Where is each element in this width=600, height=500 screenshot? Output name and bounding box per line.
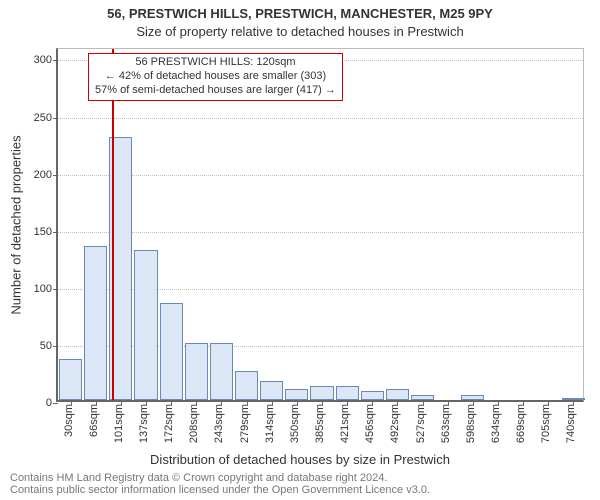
histogram-bar: [210, 343, 233, 400]
xtick-label: 172sqm: [163, 404, 175, 443]
info-box-line2: ← 42% of detached houses are smaller (30…: [95, 70, 336, 84]
histogram-bar: [386, 389, 409, 400]
ytick-label: 50: [40, 340, 52, 352]
chart-title-line2: Size of property relative to detached ho…: [0, 24, 600, 39]
ytick-label: 150: [34, 226, 52, 238]
histogram-bar: [160, 303, 183, 400]
histogram-bar: [59, 359, 82, 400]
histogram-bar: [235, 371, 258, 400]
ytick-mark: [53, 175, 58, 176]
ytick-label: 250: [34, 112, 52, 124]
gridline-h: [58, 175, 583, 176]
xtick-label: 137sqm: [138, 404, 150, 443]
info-box: 56 PRESTWICH HILLS: 120sqm ← 42% of deta…: [88, 53, 343, 101]
xtick-label: 208sqm: [188, 404, 200, 443]
xtick-label: 634sqm: [490, 404, 502, 443]
ytick-label: 200: [34, 169, 52, 181]
histogram-bar: [285, 389, 308, 400]
footer-credits: Contains HM Land Registry data © Crown c…: [10, 472, 430, 496]
histogram-bar: [84, 246, 107, 400]
histogram-bar: [361, 391, 384, 400]
xtick-label: 740sqm: [565, 404, 577, 443]
ytick-label: 100: [34, 283, 52, 295]
xtick-label: 243sqm: [213, 404, 225, 443]
xtick-label: 314sqm: [264, 404, 276, 443]
xtick-label: 669sqm: [515, 404, 527, 443]
histogram-bar: [134, 250, 157, 400]
gridline-h: [58, 118, 583, 119]
xtick-label: 705sqm: [540, 404, 552, 443]
footer-line2: Contains public sector information licen…: [10, 484, 430, 496]
xtick-label: 492sqm: [389, 404, 401, 443]
info-box-line3: 57% of semi-detached houses are larger (…: [95, 84, 336, 98]
xtick-label: 66sqm: [88, 404, 100, 437]
xtick-label: 385sqm: [314, 404, 326, 443]
xtick-label: 563sqm: [440, 404, 452, 443]
y-axis-label: Number of detached properties: [9, 135, 24, 314]
footer-line1: Contains HM Land Registry data © Crown c…: [10, 472, 430, 484]
info-box-line1: 56 PRESTWICH HILLS: 120sqm: [95, 56, 336, 70]
marker-line: [112, 49, 114, 400]
ytick-label: 300: [34, 54, 52, 66]
xtick-label: 421sqm: [339, 404, 351, 443]
ytick-mark: [53, 232, 58, 233]
histogram-bar: [310, 386, 333, 400]
histogram-bar: [185, 343, 208, 400]
ytick-mark: [53, 118, 58, 119]
ytick-mark: [53, 289, 58, 290]
ytick-label: 0: [46, 397, 52, 409]
x-axis-label: Distribution of detached houses by size …: [0, 452, 600, 467]
chart-title-line1: 56, PRESTWICH HILLS, PRESTWICH, MANCHEST…: [0, 6, 600, 21]
gridline-h: [58, 232, 583, 233]
histogram-bar: [260, 381, 283, 400]
xtick-label: 101sqm: [113, 404, 125, 443]
xtick-label: 350sqm: [289, 404, 301, 443]
xtick-label: 598sqm: [465, 404, 477, 443]
xtick-label: 527sqm: [415, 404, 427, 443]
xtick-label: 279sqm: [239, 404, 251, 443]
histogram-chart: 56, PRESTWICH HILLS, PRESTWICH, MANCHEST…: [0, 0, 600, 500]
xtick-label: 30sqm: [63, 404, 75, 437]
ytick-mark: [53, 403, 58, 404]
ytick-mark: [53, 60, 58, 61]
xtick-label: 456sqm: [364, 404, 376, 443]
histogram-bar: [336, 386, 359, 400]
plot-area: 05010015020025030030sqm66sqm101sqm137sqm…: [56, 48, 584, 402]
ytick-mark: [53, 346, 58, 347]
